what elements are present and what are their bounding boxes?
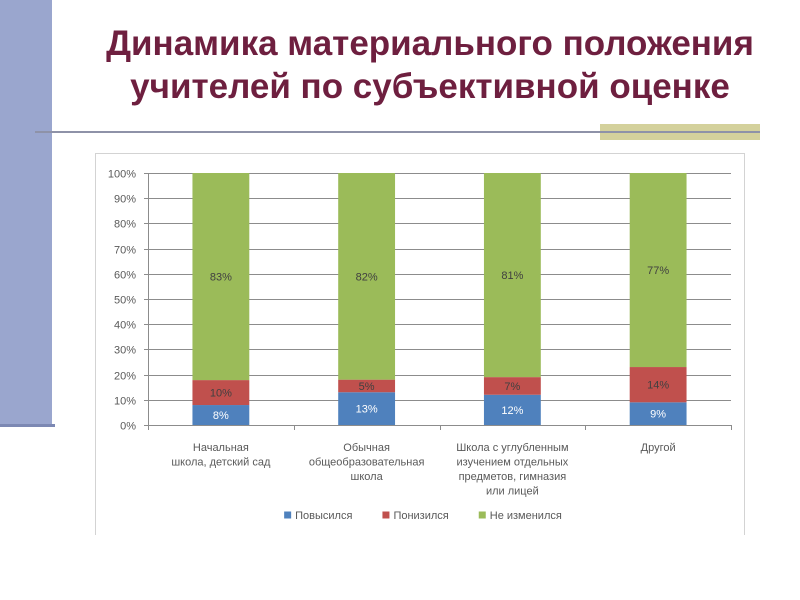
- category-label-line: Другой: [641, 442, 676, 454]
- decorative-side-bar: [0, 0, 52, 424]
- category-label-line: Начальная: [193, 442, 249, 454]
- chart-frame: 0% 10% 20% 30% 40% 50% 60% 70% 80% 90% 100% 8% 10% 8…: [95, 153, 745, 535]
- y-tick-label: 20%: [114, 371, 136, 383]
- bar-segment: [192, 405, 250, 425]
- category-label-line: школа: [351, 471, 384, 483]
- data-label: 12%: [501, 405, 523, 417]
- bar-segment: [483, 377, 541, 395]
- legend-swatch: [284, 511, 292, 519]
- legend-swatch: [382, 511, 390, 519]
- legend-item: Понизился: [382, 510, 449, 522]
- title-divider: [35, 131, 760, 133]
- y-tick-label: 40%: [114, 320, 136, 332]
- data-label: 14%: [647, 380, 669, 392]
- bar-segment: [483, 173, 541, 378]
- y-tick-label: 80%: [114, 219, 136, 231]
- bar-segment: [629, 367, 687, 403]
- y-tick-label: 70%: [114, 245, 136, 257]
- y-tick-label: 0%: [120, 421, 136, 433]
- category-label: Другой: [641, 442, 676, 454]
- y-tick-label: 60%: [114, 270, 136, 282]
- category-label-line: изучением отдельных: [457, 457, 569, 469]
- legend-label: Повысился: [295, 510, 352, 522]
- legend-item: Не изменился: [478, 510, 562, 522]
- y-tick-label: 90%: [114, 194, 136, 206]
- y-tick-label: 50%: [114, 295, 136, 307]
- bar-segment: [338, 379, 396, 393]
- data-label: 8%: [213, 410, 229, 422]
- data-label: 83%: [210, 272, 232, 284]
- data-label: 81%: [501, 270, 523, 282]
- bar-segment: [192, 173, 250, 381]
- data-label: 7%: [504, 381, 520, 393]
- category-label: Начальная школа, детский сад: [171, 442, 271, 469]
- category-label: Школа с углубленным изучением отдельных пр…: [456, 442, 569, 498]
- bar-segment: [629, 402, 687, 425]
- category-label-line: школа, детский сад: [171, 457, 271, 469]
- legend: Повысился Понизился Не изменился: [284, 510, 562, 522]
- y-tick-label: 10%: [114, 396, 136, 408]
- category-label-line: Обычная: [343, 442, 390, 454]
- data-label: 5%: [359, 381, 375, 393]
- data-labels: 8% 10% 83% 13% 5% 82% 12% 7% 81% 9% 14% 77%: [210, 265, 669, 422]
- data-label: 10%: [210, 388, 232, 400]
- y-tick-label: 100%: [108, 169, 136, 181]
- bar-segment: [483, 394, 541, 425]
- bar-segment: [338, 392, 396, 425]
- data-label: 82%: [356, 271, 378, 283]
- slide-title: Динамика материального положения учителе…: [60, 22, 800, 108]
- side-bar-underline: [0, 424, 55, 427]
- bar-segment: [629, 173, 687, 368]
- legend-label: Понизился: [393, 510, 448, 522]
- legend-item: Повысился: [284, 510, 352, 522]
- data-label: 77%: [647, 265, 669, 277]
- data-label: 13%: [356, 404, 378, 416]
- data-label: 9%: [650, 409, 666, 421]
- bars: [192, 173, 687, 425]
- y-tick-label: 30%: [114, 345, 136, 357]
- category-label-line: Школа с углубленным: [456, 442, 568, 454]
- legend-swatch: [478, 511, 486, 519]
- category-labels: Начальная школа, детский сад Обычная общеоб…: [171, 442, 675, 498]
- legend-label: Не изменился: [490, 510, 562, 522]
- category-label: Обычная общеобразовательная школа: [309, 442, 425, 483]
- category-label-line: или лицей: [486, 486, 539, 498]
- bar-segment: [192, 380, 250, 406]
- axes: 0% 10% 20% 30% 40% 50% 60% 70% 80% 90% 100%: [108, 169, 732, 433]
- category-label-line: предметов, гимназия: [459, 471, 567, 483]
- title-line-2: учителей по субъективной оценке: [130, 67, 730, 106]
- title-line-1: Динамика материального положения: [106, 24, 754, 63]
- stacked-bar-chart: 0%10%20%30%40%50%60%70%80%90%100% 8%10%8…: [108, 169, 732, 522]
- bar-segment: [338, 173, 396, 380]
- category-label-line: общеобразовательная: [309, 457, 425, 469]
